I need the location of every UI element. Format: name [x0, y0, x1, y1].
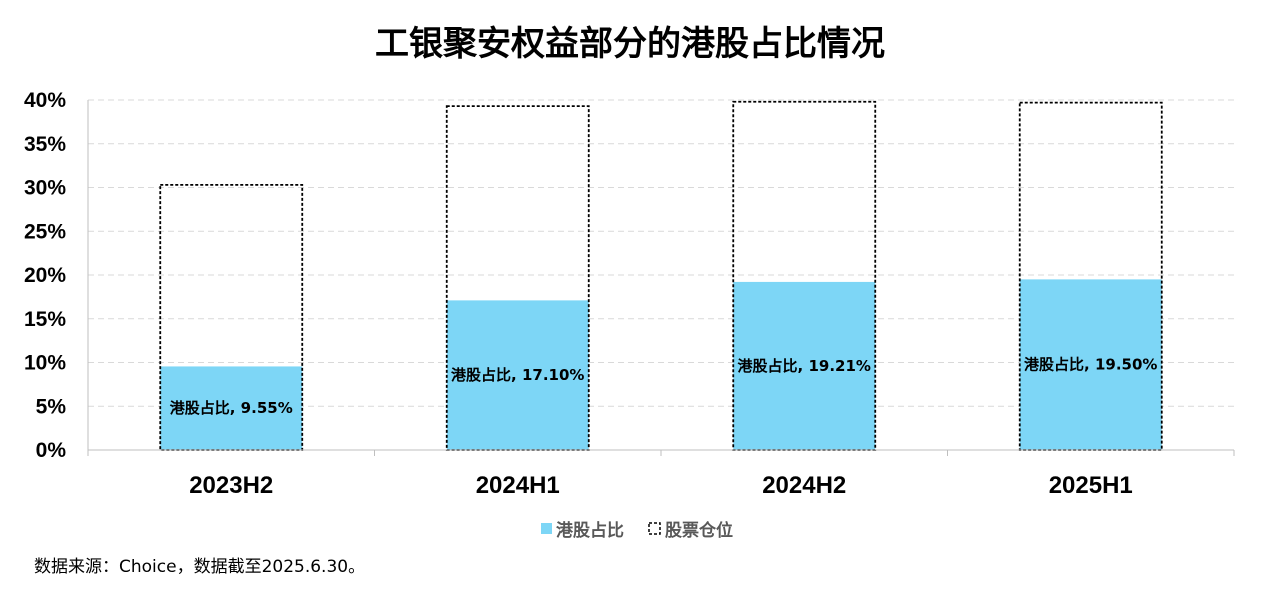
- x-tick-label: 2024H2: [762, 472, 846, 499]
- data-label: 港股占比, 19.50%: [1024, 356, 1157, 374]
- bars: 港股占比, 9.55% 港股占比, 17.10% 港股占比, 19.21% 港股占比,…: [159, 100, 1163, 451]
- source-note: 数据来源：Choice，数据截至2025.6.30。: [34, 557, 365, 577]
- x-axis: 2023H2 2024H1 2024H2 2025H1: [87, 449, 1235, 499]
- gridlines: [88, 99, 1234, 407]
- y-tick-label: 35%: [24, 133, 66, 156]
- data-label: 港股占比, 9.55%: [170, 399, 293, 417]
- x-tick-label: 2024H1: [476, 472, 560, 499]
- legend-swatch-hk-share: [541, 523, 552, 534]
- x-tick-label: 2025H1: [1049, 472, 1133, 499]
- legend-swatch-stock-position: [648, 522, 661, 535]
- bar-hk-share: [1019, 279, 1162, 450]
- legend-label-stock-position: 股票仓位: [665, 520, 733, 541]
- y-tick-label: 40%: [24, 89, 66, 112]
- y-tick-label: 25%: [24, 220, 66, 243]
- y-tick-label: 15%: [24, 308, 66, 331]
- y-tick-label: 20%: [24, 264, 66, 287]
- y-tick-label: 0%: [36, 439, 67, 462]
- data-label: 港股占比, 17.10%: [451, 366, 584, 384]
- y-axis: 0% 5% 10% 15% 20% 25% 30% 35% 40%: [24, 89, 89, 462]
- bar-hk-share: [446, 300, 589, 450]
- y-tick-label: 10%: [24, 352, 66, 375]
- bar-hk-share: [160, 366, 303, 450]
- bar-hk-share: [733, 281, 876, 450]
- y-tick-label: 30%: [24, 177, 66, 200]
- x-tick-label: 2023H2: [189, 472, 273, 499]
- y-tick-label: 5%: [36, 395, 67, 418]
- legend: 港股占比 股票仓位: [541, 520, 733, 541]
- data-label: 港股占比, 19.21%: [738, 357, 871, 375]
- chart-title: 工银聚安权益部分的港股占比情况: [375, 24, 885, 64]
- bar-stock-position: [159, 183, 304, 451]
- legend-label-hk-share: 港股占比: [556, 520, 624, 541]
